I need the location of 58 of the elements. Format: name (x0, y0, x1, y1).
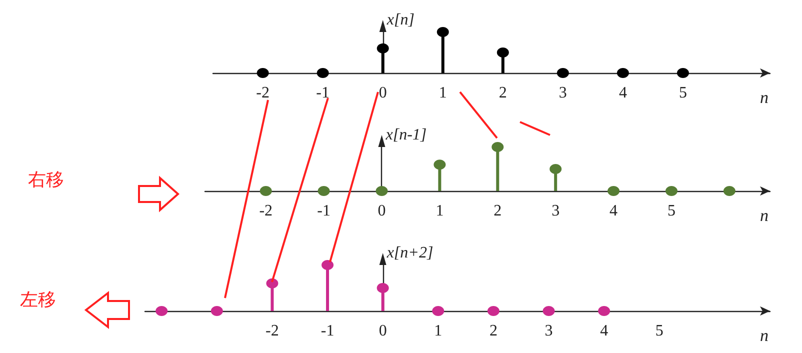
point (496, 48, 509, 58)
x-tick-label: 3 (544, 322, 553, 340)
x-tick-label: 1 (436, 202, 444, 220)
y-axis-title: x[n] (386, 12, 414, 28)
x-axis-title: n (760, 326, 768, 345)
point (156, 306, 168, 316)
x-tick-label: 3 (558, 84, 567, 102)
point (434, 160, 446, 170)
point (665, 186, 678, 196)
text: 左移 (20, 290, 56, 310)
x-tick-label: 0 (378, 84, 387, 102)
point (316, 68, 329, 78)
x-tick-label: 0 (378, 322, 387, 340)
x-tick-label: -1 (320, 322, 334, 340)
point (256, 68, 269, 78)
x-tick-label: -1 (317, 202, 330, 220)
x-tick-label: 4 (618, 84, 627, 102)
x-axis-title: n (760, 88, 768, 107)
x-tick-label: 4 (610, 202, 618, 220)
x-tick-label: 5 (667, 202, 676, 220)
point (322, 260, 334, 270)
x-tick-label: 3 (552, 202, 560, 220)
x-tick-label: 5 (678, 84, 687, 102)
point (723, 186, 736, 196)
point (376, 283, 389, 293)
point (318, 186, 330, 196)
point (616, 68, 629, 78)
point (676, 68, 689, 78)
x-tick-label: -2 (256, 84, 270, 102)
y-axis-title: x[n+2] (386, 244, 434, 262)
x-tick-label: 1 (434, 322, 442, 340)
x-tick-label: 2 (498, 84, 507, 102)
point (432, 306, 444, 316)
point (608, 186, 620, 196)
x-tick-label: -2 (266, 322, 279, 340)
x-tick-label: 4 (600, 322, 608, 340)
x-tick-label: 2 (489, 322, 498, 340)
point (556, 68, 569, 78)
x-tick-label: -2 (259, 202, 273, 220)
point (436, 27, 449, 37)
point (492, 142, 504, 152)
point (260, 186, 272, 196)
x-tick-label: 1 (438, 84, 447, 102)
point (266, 278, 278, 288)
point (210, 306, 223, 316)
point (376, 43, 389, 54)
point (598, 306, 610, 316)
point (550, 164, 562, 174)
y-axis-title: x[n-1] (384, 126, 427, 144)
x-tick-label: -1 (316, 84, 330, 102)
x-tick-label: 5 (655, 322, 664, 340)
x-axis-title: n (760, 206, 768, 225)
point (376, 186, 388, 196)
x-tick-label: 0 (378, 202, 386, 220)
text: 右移 (28, 170, 64, 190)
point (487, 306, 500, 316)
x-tick-label: 2 (494, 202, 502, 220)
point (542, 306, 555, 316)
